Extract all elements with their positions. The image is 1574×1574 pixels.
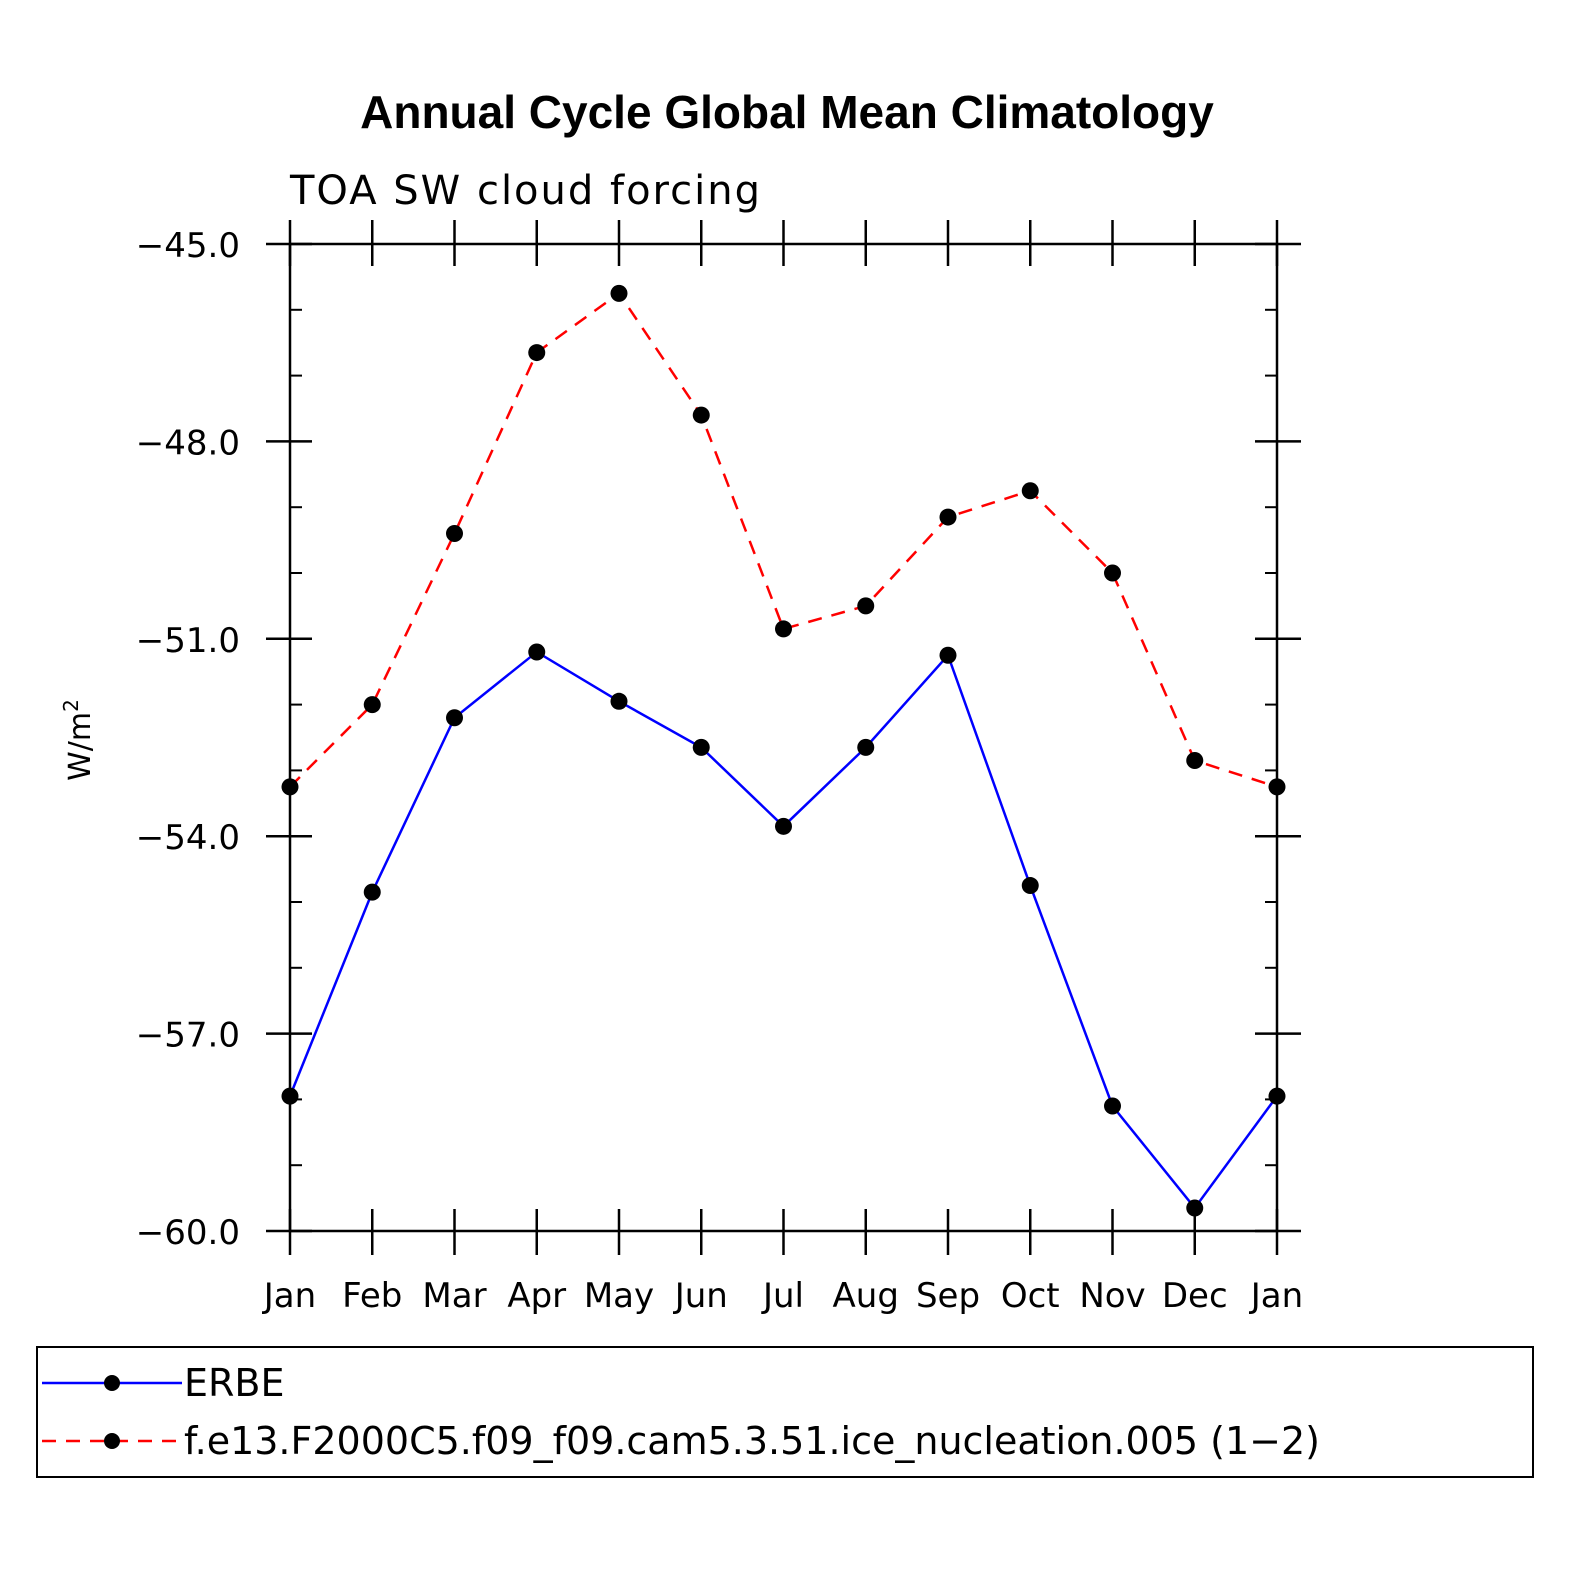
legend-marker-model bbox=[104, 1433, 120, 1449]
data-point bbox=[363, 883, 381, 901]
data-point bbox=[692, 406, 710, 424]
data-point bbox=[939, 508, 957, 526]
data-point bbox=[692, 738, 710, 756]
x-tick-label: Feb bbox=[342, 1276, 402, 1316]
y-axis-label-unit: W/m bbox=[63, 712, 98, 781]
chart-subtitle: TOA SW cloud forcing bbox=[289, 168, 762, 214]
y-axis-label-exponent: 2 bbox=[59, 699, 83, 712]
data-point bbox=[610, 692, 628, 710]
markers bbox=[281, 284, 1286, 1217]
x-tick-label: Dec bbox=[1162, 1276, 1228, 1316]
x-tick-label: May bbox=[584, 1276, 654, 1316]
x-tick-label: Nov bbox=[1079, 1276, 1145, 1316]
data-point bbox=[363, 696, 381, 714]
x-tick-label: Jun bbox=[673, 1276, 728, 1316]
y-axis-label: W/m2 bbox=[59, 699, 98, 781]
x-tick-label: Apr bbox=[507, 1276, 566, 1316]
data-point bbox=[1186, 752, 1204, 770]
x-tick-label: Mar bbox=[422, 1276, 486, 1316]
data-point bbox=[610, 284, 628, 302]
legend-label-erbe: ERBE bbox=[184, 1361, 285, 1405]
y-tick-label: −48.0 bbox=[136, 423, 240, 463]
legend-label-model: f.e13.F2000C5.f09_f09.cam5.3.51.ice_nucl… bbox=[184, 1419, 1320, 1463]
x-tick-labels: Jan Feb Mar Apr May Jun Jul Aug Sep Oct Nov Dec Jan bbox=[262, 1276, 1303, 1316]
y-tick-label: −57.0 bbox=[136, 1016, 240, 1056]
data-point bbox=[775, 817, 792, 835]
plot-frame bbox=[288, 242, 1279, 1233]
y-tick-label: −45.0 bbox=[136, 226, 240, 266]
x-tick-label: Jan bbox=[1249, 1276, 1303, 1316]
data-point bbox=[1268, 778, 1286, 796]
x-tick-label: Jan bbox=[262, 1276, 316, 1316]
data-point bbox=[281, 778, 299, 796]
data-point bbox=[939, 646, 957, 664]
legend-marker-erbe bbox=[104, 1375, 120, 1391]
x-tick-label: Sep bbox=[916, 1276, 980, 1316]
x-tick-label: Jul bbox=[761, 1276, 804, 1316]
data-point bbox=[1268, 1087, 1286, 1105]
axes bbox=[266, 220, 1301, 1255]
data-point bbox=[528, 643, 546, 661]
data-point bbox=[446, 525, 463, 543]
legend-box bbox=[36, 1346, 1534, 1478]
series-line-0 bbox=[288, 650, 1279, 1211]
data-point bbox=[446, 709, 463, 727]
data-point bbox=[1021, 877, 1039, 895]
chart-title: Annual Cycle Global Mean Climatology bbox=[360, 86, 1214, 138]
y-tick-label: −51.0 bbox=[136, 621, 240, 661]
data-point bbox=[775, 620, 792, 638]
series-lines bbox=[288, 291, 1279, 1211]
data-point bbox=[1021, 482, 1039, 500]
data-point bbox=[857, 597, 875, 615]
data-point bbox=[1104, 564, 1121, 582]
y-tick-label: −60.0 bbox=[136, 1213, 240, 1253]
legend: ERBE f.e13.F2000C5.f09_f09.cam5.3.51.ice… bbox=[36, 1346, 1534, 1478]
series-line-1 bbox=[289, 291, 1278, 789]
data-point bbox=[528, 344, 546, 362]
data-point bbox=[857, 738, 875, 756]
y-tick-label: −54.0 bbox=[136, 818, 240, 858]
data-point bbox=[1186, 1199, 1204, 1217]
y-tick-labels: −45.0 −48.0 −51.0 −54.0 −57.0 −60.0 bbox=[136, 226, 240, 1253]
x-tick-label: Aug bbox=[833, 1276, 899, 1316]
x-tick-label: Oct bbox=[1001, 1276, 1060, 1316]
data-point bbox=[1104, 1097, 1121, 1115]
data-point bbox=[281, 1087, 299, 1105]
